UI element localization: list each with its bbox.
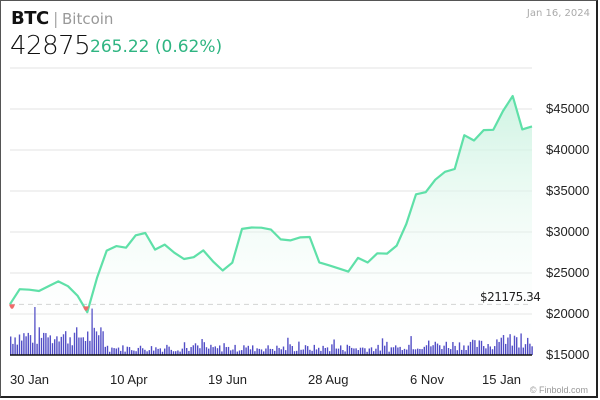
x-tick-label: 28 Aug xyxy=(308,372,349,387)
y-tick-label: $15000 xyxy=(546,347,590,362)
y-tick-label: $25000 xyxy=(546,265,590,280)
y-tick-label: $35000 xyxy=(546,183,590,198)
y-tick-label: $30000 xyxy=(546,224,590,239)
y-tick-label: $20000 xyxy=(546,306,590,321)
price-area-fill xyxy=(10,96,532,355)
reference-line-label: $21175.34 xyxy=(480,290,541,304)
title-separator: | xyxy=(53,9,59,28)
asset-name: Bitcoin xyxy=(62,10,114,28)
x-tick-label: 15 Jan xyxy=(482,372,522,387)
current-price: 42875 xyxy=(10,31,91,61)
ticker-symbol: BTC xyxy=(11,8,49,29)
price-change: 265.22 (0.62%) xyxy=(90,37,223,57)
chart-date: Jan 16, 2024 xyxy=(526,8,590,19)
x-tick-label: 6 Nov xyxy=(410,372,444,387)
price-line[interactable] xyxy=(9,94,533,314)
below-reference-marker xyxy=(83,306,89,311)
y-tick-label: $40000 xyxy=(546,142,590,157)
source-credit: © Finbold.com xyxy=(529,385,588,395)
y-tick-label: $45000 xyxy=(546,101,590,116)
x-tick-label: 30 Jan xyxy=(10,372,50,387)
below-reference-marker xyxy=(9,304,15,309)
volume-bar xyxy=(531,346,533,355)
x-tick-label: 10 Apr xyxy=(110,372,148,387)
x-tick-label: 19 Jun xyxy=(208,372,248,387)
